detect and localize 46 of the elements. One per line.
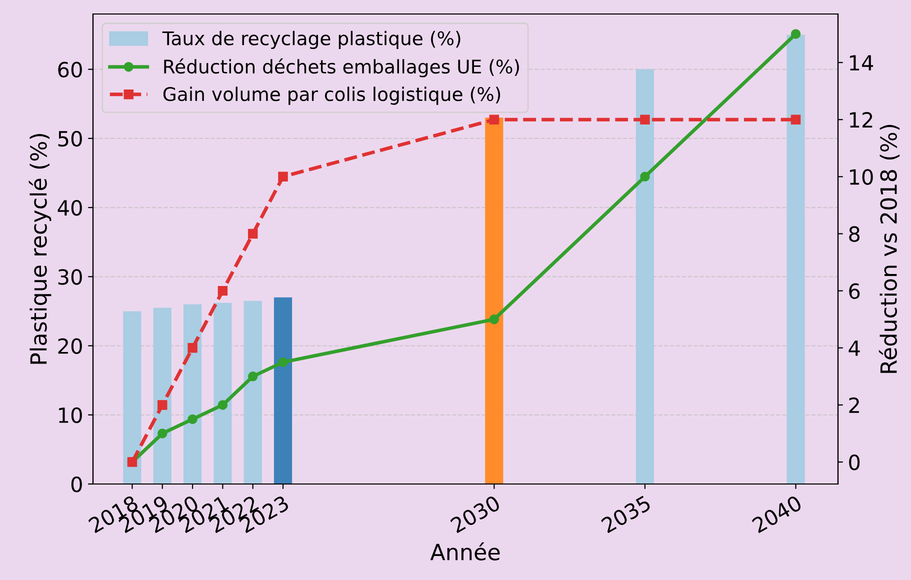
y-tick-label: 50 (58, 130, 82, 147)
y2-tick-label: 0 (849, 454, 860, 470)
y2-tick-label: 10 (850, 169, 873, 185)
bar (214, 302, 232, 484)
y-tick-label: 20 (58, 338, 82, 354)
point (188, 414, 198, 424)
y2-tick-label: 8 (849, 226, 860, 242)
y2-tick-label: 6 (849, 283, 860, 300)
point (248, 372, 258, 382)
bar (485, 118, 504, 484)
point (218, 286, 228, 296)
y-tick-label: 30 (58, 269, 82, 285)
bar (274, 297, 292, 484)
y2-tick-label: 14 (850, 55, 874, 70)
y-tick-label: 10 (59, 407, 82, 424)
point (158, 428, 168, 438)
y2-tick-label: 4 (848, 340, 860, 356)
point (489, 314, 500, 324)
bar (786, 34, 805, 484)
point (158, 400, 168, 410)
y-tick-label: 0 (71, 476, 82, 492)
point (790, 114, 801, 124)
y2-axis-title: Réduction vs 2018 (%) (878, 124, 900, 373)
point (278, 172, 288, 182)
bar (183, 304, 202, 484)
point (640, 172, 650, 182)
point (218, 400, 228, 410)
y-axis-title: Plastique recyclé (%) (28, 134, 52, 364)
point (278, 357, 288, 368)
y-tick-label: 40 (58, 200, 82, 216)
point (790, 29, 801, 39)
point (489, 114, 500, 124)
y-tick-label: 60 (58, 62, 82, 78)
point (248, 228, 258, 239)
legend-label: Taux de recyclage plastique (%) (162, 30, 460, 50)
bar (153, 308, 172, 484)
bar (244, 300, 262, 484)
y2-tick-label: 2 (849, 397, 859, 413)
y2-tick-label: 12 (850, 112, 872, 128)
point (188, 343, 198, 353)
x-axis-title: Année (430, 542, 500, 560)
bar (123, 311, 142, 484)
legend-label: Gain volume par colis logistique (%) (163, 86, 500, 105)
bar (636, 69, 654, 484)
legend-label: Réduction déchets emballages UE (%) (164, 58, 519, 78)
point (640, 114, 650, 124)
